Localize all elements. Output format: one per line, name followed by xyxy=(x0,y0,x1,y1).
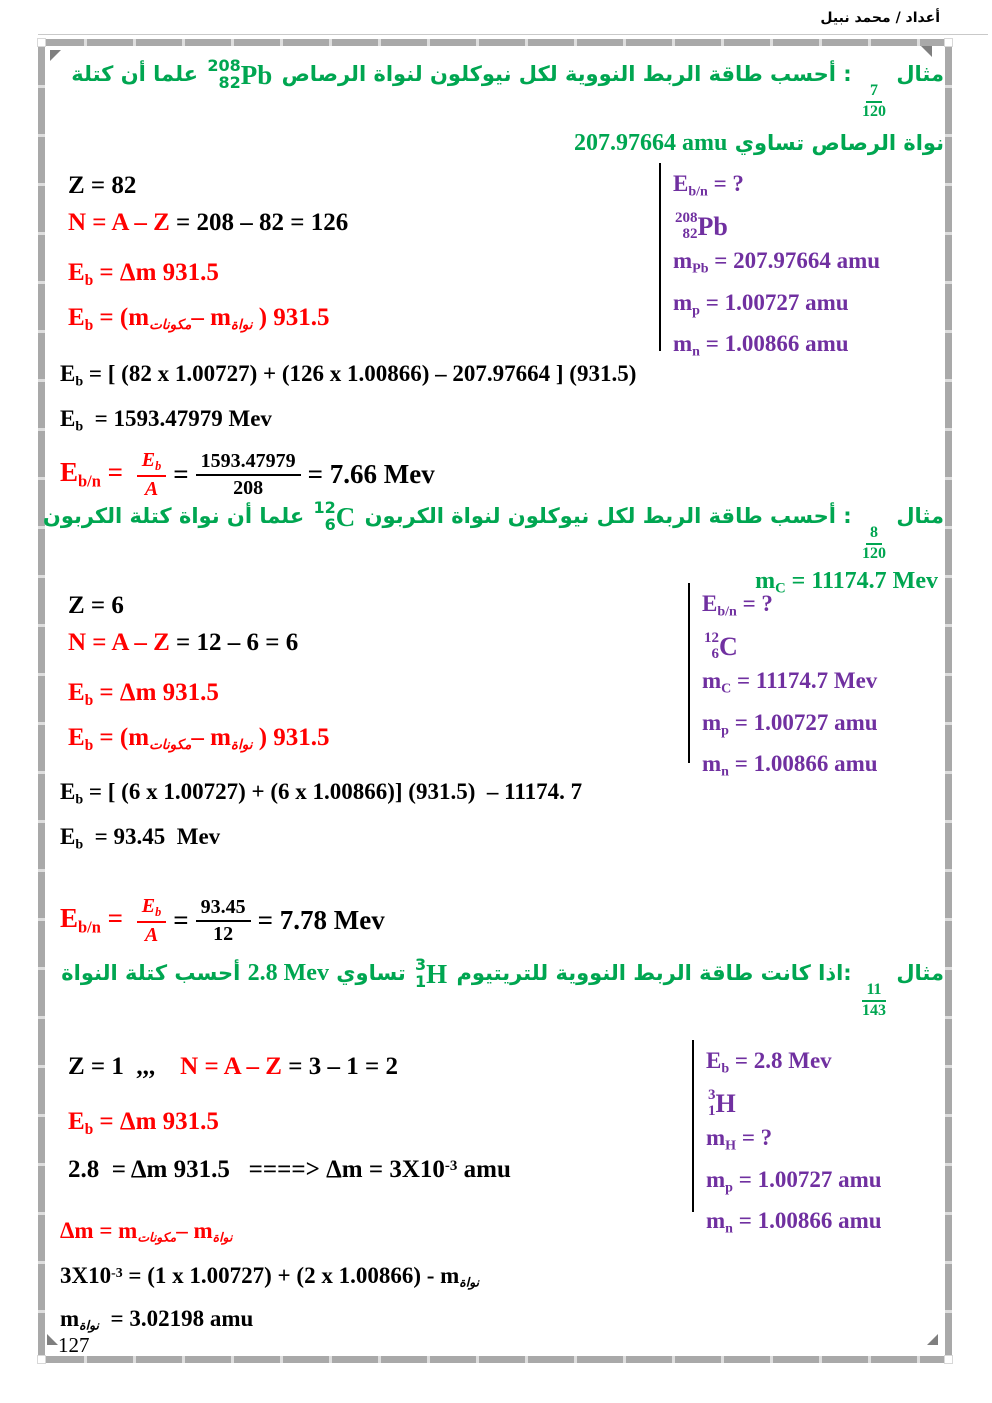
fraction: 8 120 xyxy=(862,524,886,562)
eb-mass-formula-line: Eb = (mمكونات– mنواة ) 931.5 xyxy=(68,723,330,754)
example1-work-row: Z = 82 N = A – Z = 208 – 82 = 126 Eb = Δ… xyxy=(60,163,948,360)
given-line: mp = 1.00727 amu xyxy=(673,289,849,319)
nuclide-pb: 208 82 Pb xyxy=(675,210,728,243)
frame-corner-square xyxy=(944,38,953,47)
example2-work-row: Z = 6 N = A – Z = 12 – 6 = 6 Eb = Δm 931… xyxy=(60,583,948,780)
nuclide-pb: 208 82 Pb xyxy=(207,56,273,92)
frame-border-left xyxy=(38,39,45,1363)
corner-mark-icon xyxy=(921,46,932,57)
example2-given-column: Eb/n = ? 12 6 C mC = 11174.7 Mev mp = 1.00… xyxy=(688,583,948,780)
eb-formula-line: Eb = Δm 931.5 xyxy=(68,259,219,289)
example3-result: Δm = mمكونات– mنواة 3X10-3 = (1 x 1.0072… xyxy=(60,1213,948,1344)
example3-title: مثال 11 143 :اذا كانت طاقة الربط النووية … xyxy=(60,946,944,1020)
mass-value: 207.97664 amu xyxy=(574,130,728,157)
result-line: Eb = 1593.47979 Mev xyxy=(60,406,272,435)
eb-formula-line: Eb = Δm 931.5 xyxy=(68,679,219,709)
example3-work-row: Z = 1 ,,, N = A – Z = 3 – 1 = 2 Eb = Δm … xyxy=(60,1040,948,1237)
n-line: N = A – Z = 208 – 82 = 126 xyxy=(68,209,349,236)
fraction: 1593.47979 208 xyxy=(195,449,301,500)
given-line: mp = 1.00727 amu xyxy=(706,1166,882,1196)
n-line: N = A – Z = 12 – 6 = 6 xyxy=(68,629,299,656)
prepared-by-header: أعداد / محمد نبيل xyxy=(820,10,940,26)
delta-m-definition-line: Δm = mمكونات– mنواة xyxy=(60,1218,233,1245)
given-line: Eb/n = ? xyxy=(702,591,773,620)
energy-value: 2.8 Mev xyxy=(247,960,329,986)
example1-solution-column: Z = 82 N = A – Z = 208 – 82 = 126 Eb = Δ… xyxy=(60,163,659,351)
given-line: mp = 1.00727 amu xyxy=(702,709,878,739)
example2-title: مثال 8 120 : أحسب طاقة الربط لكل نيوكلون … xyxy=(43,494,944,607)
given-nuclide-line: 12 6 C xyxy=(702,628,948,664)
fraction: 93.45 12 xyxy=(195,895,251,946)
example1-title-line1: مثال 7 120 : أحسب طاقة الربط النووية لكل … xyxy=(60,52,944,121)
carbon-mass-line: mC = 11174.7 Mev xyxy=(755,568,938,597)
eb-formula-line: Eb = Δm 931.5 xyxy=(68,1108,219,1138)
example3-solution-column: Z = 1 ,,, N = A – Z = 3 – 1 = 2 Eb = Δm … xyxy=(60,1040,692,1212)
page-number: 127 xyxy=(58,1333,90,1357)
given-line: Eb = 2.8 Mev xyxy=(706,1048,832,1077)
example2-title-line1: مثال 8 120 : أحسب طاقة الربط لكل نيوكلون … xyxy=(43,494,944,563)
given-nuclide-line: 208 82 Pb xyxy=(673,208,948,244)
frame-border-right xyxy=(945,39,952,1363)
result-line: Eb = [ (82 x 1.00727) + (126 x 1.00866) … xyxy=(60,361,637,390)
example1-title: مثال 7 120 : أحسب طاقة الربط النووية لكل … xyxy=(60,52,944,165)
result-line: Eb = [ (6 x 1.00727) + (6 x 1.00866)] (9… xyxy=(60,779,583,808)
given-line: Eb/n = ? xyxy=(673,171,744,200)
given-line: mn = 1.00866 amu xyxy=(706,1208,882,1237)
frame-corner-square xyxy=(37,38,46,47)
final-mass-line: mنواة = 3.02198 amu xyxy=(60,1306,254,1333)
ebn-result-line: Eb/n = Eb A = 93.45 12 = 7.78 Mev xyxy=(60,894,385,947)
example2-result: Eb = [ (6 x 1.00727) + (6 x 1.00866)] (9… xyxy=(60,773,948,947)
fraction: 7 120 xyxy=(862,82,886,120)
corner-mark-icon xyxy=(927,1334,938,1345)
z-line: Z = 82 xyxy=(68,172,137,199)
given-line: mn = 1.00866 amu xyxy=(673,331,849,360)
frame-corner-square xyxy=(944,1355,953,1364)
fraction: 11 143 xyxy=(862,981,886,1019)
example1-title-line2: نواة الرصاص تساوي 207.97664 amu xyxy=(574,130,944,157)
corner-mark-icon xyxy=(47,1334,58,1345)
delta-m-line: 2.8 = Δm 931.5 ====> Δm = 3X10-3 amu xyxy=(68,1155,511,1183)
frame-border-bottom xyxy=(38,1356,952,1363)
fraction: Eb A xyxy=(136,448,167,501)
fraction: Eb A xyxy=(136,894,167,947)
frame-corner-square xyxy=(37,1355,46,1364)
example1-result: Eb = [ (82 x 1.00727) + (126 x 1.00866) … xyxy=(60,355,948,501)
ebn-result-line: Eb/n = Eb A = 1593.47979 208 = 7.66 Mev xyxy=(60,448,435,501)
corner-mark-icon xyxy=(50,50,61,61)
example2-solution-column: Z = 6 N = A – Z = 12 – 6 = 6 Eb = Δm 931… xyxy=(60,583,688,763)
frame-border-top xyxy=(38,39,952,46)
result-line: Eb = 93.45 Mev xyxy=(60,824,221,853)
given-line: mn = 1.00866 amu xyxy=(702,751,878,780)
substitution-line: 3X10-3 = (1 x 1.00727) + (2 x 1.00866) -… xyxy=(60,1263,480,1291)
z-line: Z = 6 xyxy=(68,592,124,619)
nuclide-c: 12 6 C xyxy=(313,498,356,534)
eb-mass-formula-line: Eb = (mمكونات– mنواة ) 931.5 xyxy=(68,303,330,334)
nuclide-c: 12 6 C xyxy=(704,630,738,663)
given-line: mPb = 207.97664 amu xyxy=(673,248,881,277)
given-line: mH = ? xyxy=(706,1125,773,1154)
example3-title-line1: مثال 11 143 :اذا كانت طاقة الربط النووية … xyxy=(60,946,944,1020)
given-line: mC = 11174.7 Mev xyxy=(702,668,878,697)
z-n-line: Z = 1 ,,, N = A – Z = 3 – 1 = 2 xyxy=(68,1053,398,1080)
example1-given-column: Eb/n = ? 208 82 Pb mPb = 207.97664 amu mp … xyxy=(659,163,948,360)
header-underline xyxy=(38,34,988,35)
